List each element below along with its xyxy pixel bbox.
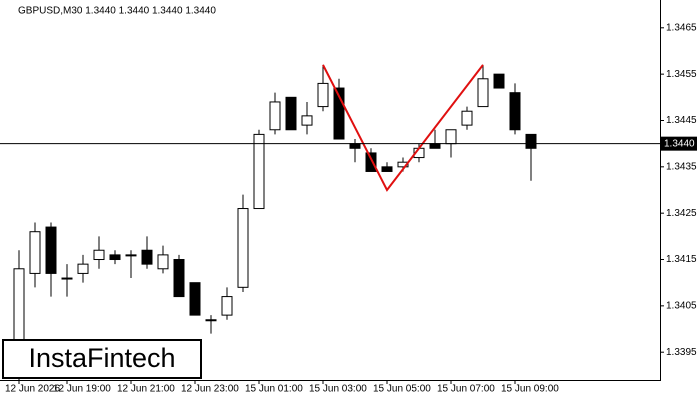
current-price-label: 1.3440 [664,138,695,149]
watermark-box [2,339,202,379]
candle-body [253,133,265,210]
candle-body [365,152,377,172]
candle-body [189,282,201,316]
y-tick-label: 1.3415 [666,254,697,265]
candle-body [61,277,73,280]
x-tick-label: 15 Jun 03:00 [309,384,367,395]
x-tick-label: 15 Jun 09:00 [501,384,559,395]
candle-body [77,263,89,274]
plot-area [13,64,537,380]
candle-body [317,82,329,108]
candle-body [45,226,57,274]
candle-body [109,254,121,261]
chart-title: GBPUSD,M30 1.3440 1.3440 1.3440 1.3440 [18,6,216,17]
y-tick-label: 1.3405 [666,300,697,311]
candle-body [493,73,505,89]
candle-body [93,249,105,261]
x-tick-label: 15 Jun 07:00 [437,384,495,395]
candle-body [29,231,41,274]
candle-body [173,259,185,298]
candle-body [221,296,233,316]
watermark: InstaFintech [28,343,175,373]
current-price-box [661,136,697,151]
candle-body [397,161,409,168]
x-tick-label: 12 Jun 23:00 [181,384,239,395]
x-tick-label: 12 Jun 2026 [5,384,60,395]
candle-body [125,254,137,257]
x-tick-label: 15 Jun 05:00 [373,384,431,395]
candle-body [477,78,489,108]
y-tick-label: 1.3395 [666,347,697,358]
candle-body [333,87,345,140]
candle-body [381,166,393,172]
candle-body [525,133,537,149]
candle-body [509,92,521,131]
y-tick-label: 1.3445 [666,115,697,126]
candle-body [445,129,457,145]
candle-body [157,254,169,270]
x-tick-label: 12 Jun 21:00 [117,384,175,395]
candle-body [141,249,153,265]
x-tick-label: 12 Jun 19:00 [53,384,111,395]
candle-body [269,101,281,131]
y-tick-label: 1.3465 [666,22,697,33]
y-tick-label: 1.3425 [666,208,697,219]
candle-body [205,319,217,322]
candle-body [461,110,473,126]
pattern-line [322,64,484,192]
candle-body [237,208,249,288]
y-tick-label: 1.3435 [666,161,697,172]
candle-body [349,143,361,149]
candle-body [429,143,441,149]
candle-body [301,115,313,126]
x-tick-label: 15 Jun 01:00 [245,384,303,395]
y-tick-label: 1.3455 [666,69,697,80]
candle-body [285,96,297,131]
